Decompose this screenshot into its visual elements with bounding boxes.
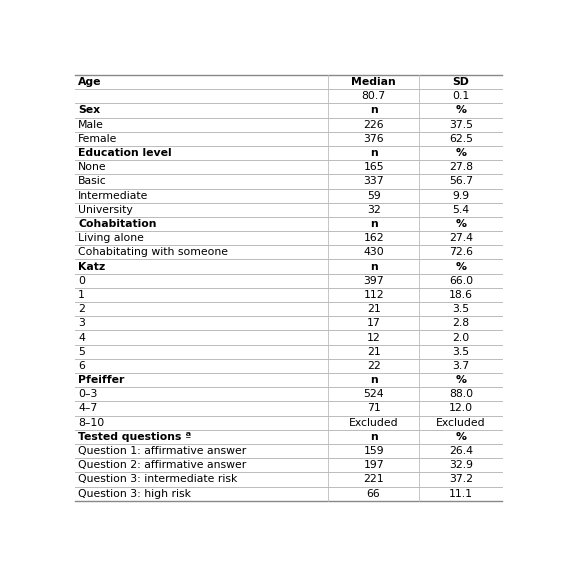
Text: n: n	[370, 148, 378, 158]
Text: 12.0: 12.0	[449, 404, 473, 413]
Text: %: %	[455, 219, 466, 229]
Text: Question 2: affirmative answer: Question 2: affirmative answer	[78, 460, 247, 470]
Text: 376: 376	[363, 134, 384, 144]
Text: 21: 21	[367, 347, 381, 357]
Text: 226: 226	[363, 120, 384, 129]
Text: %: %	[455, 148, 466, 158]
Text: 80.7: 80.7	[361, 91, 386, 101]
Text: %: %	[455, 375, 466, 385]
Text: Living alone: Living alone	[78, 233, 144, 243]
Text: 4: 4	[78, 332, 85, 343]
Text: 112: 112	[363, 290, 384, 300]
Text: 4–7: 4–7	[78, 404, 97, 413]
Text: 37.2: 37.2	[449, 474, 473, 484]
Text: 165: 165	[363, 162, 384, 172]
Text: 66.0: 66.0	[449, 276, 473, 286]
Text: 337: 337	[363, 177, 384, 186]
Text: Question 3: intermediate risk: Question 3: intermediate risk	[78, 474, 238, 484]
Text: 5: 5	[78, 347, 85, 357]
Text: Intermediate: Intermediate	[78, 190, 149, 201]
Text: 159: 159	[363, 446, 384, 456]
Text: 3.7: 3.7	[452, 361, 470, 371]
Text: 17: 17	[367, 318, 381, 328]
Text: 72.6: 72.6	[449, 247, 473, 258]
Text: 3.5: 3.5	[452, 347, 470, 357]
Text: 2: 2	[78, 304, 85, 314]
Text: 18.6: 18.6	[449, 290, 473, 300]
Text: Age: Age	[78, 77, 102, 87]
Text: Question 3: high risk: Question 3: high risk	[78, 488, 191, 499]
Text: 62.5: 62.5	[449, 134, 473, 144]
Text: 6: 6	[78, 361, 85, 371]
Text: 2.8: 2.8	[452, 318, 470, 328]
Text: 3.5: 3.5	[452, 304, 470, 314]
Text: Excluded: Excluded	[436, 418, 486, 428]
Text: 0–3: 0–3	[78, 389, 97, 399]
Text: 66: 66	[367, 488, 381, 499]
Text: 9.9: 9.9	[452, 190, 470, 201]
Text: 397: 397	[363, 276, 384, 286]
Text: 32.9: 32.9	[449, 460, 473, 470]
Text: 430: 430	[363, 247, 384, 258]
Text: 88.0: 88.0	[449, 389, 473, 399]
Text: n: n	[370, 105, 378, 116]
Text: 162: 162	[363, 233, 384, 243]
Text: 32: 32	[367, 205, 381, 215]
Text: SD: SD	[453, 77, 470, 87]
Text: 22: 22	[367, 361, 381, 371]
Text: %: %	[455, 432, 466, 442]
Text: 3: 3	[78, 318, 85, 328]
Text: 1: 1	[78, 290, 85, 300]
Text: 37.5: 37.5	[449, 120, 473, 129]
Text: 71: 71	[367, 404, 381, 413]
Text: 27.8: 27.8	[449, 162, 473, 172]
Text: n: n	[370, 432, 378, 442]
Text: Katz: Katz	[78, 262, 105, 271]
Text: 197: 197	[363, 460, 384, 470]
Text: Male: Male	[78, 120, 104, 129]
Text: Education level: Education level	[78, 148, 172, 158]
Text: n: n	[370, 375, 378, 385]
Text: 21: 21	[367, 304, 381, 314]
Text: 26.4: 26.4	[449, 446, 473, 456]
Text: 0: 0	[78, 276, 85, 286]
Text: Median: Median	[351, 77, 396, 87]
Text: Excluded: Excluded	[349, 418, 399, 428]
Text: %: %	[455, 262, 466, 271]
Text: %: %	[455, 105, 466, 116]
Text: None: None	[78, 162, 107, 172]
Text: Basic: Basic	[78, 177, 107, 186]
Text: Cohabitation: Cohabitation	[78, 219, 157, 229]
Text: Sex: Sex	[78, 105, 100, 116]
Text: 8–10: 8–10	[78, 418, 105, 428]
Text: Cohabitating with someone: Cohabitating with someone	[78, 247, 228, 258]
Text: n: n	[370, 262, 378, 271]
Text: 0.1: 0.1	[452, 91, 470, 101]
Text: Tested questions ª: Tested questions ª	[78, 432, 191, 442]
Text: 27.4: 27.4	[449, 233, 473, 243]
Text: 56.7: 56.7	[449, 177, 473, 186]
Text: Female: Female	[78, 134, 118, 144]
Text: 221: 221	[363, 474, 384, 484]
Text: 524: 524	[363, 389, 384, 399]
Text: 2.0: 2.0	[452, 332, 470, 343]
Text: 12: 12	[367, 332, 381, 343]
Text: n: n	[370, 219, 378, 229]
Text: University: University	[78, 205, 133, 215]
Text: Pfeiffer: Pfeiffer	[78, 375, 124, 385]
Text: 11.1: 11.1	[449, 488, 473, 499]
Text: 59: 59	[367, 190, 381, 201]
Text: 5.4: 5.4	[452, 205, 470, 215]
Text: Question 1: affirmative answer: Question 1: affirmative answer	[78, 446, 247, 456]
